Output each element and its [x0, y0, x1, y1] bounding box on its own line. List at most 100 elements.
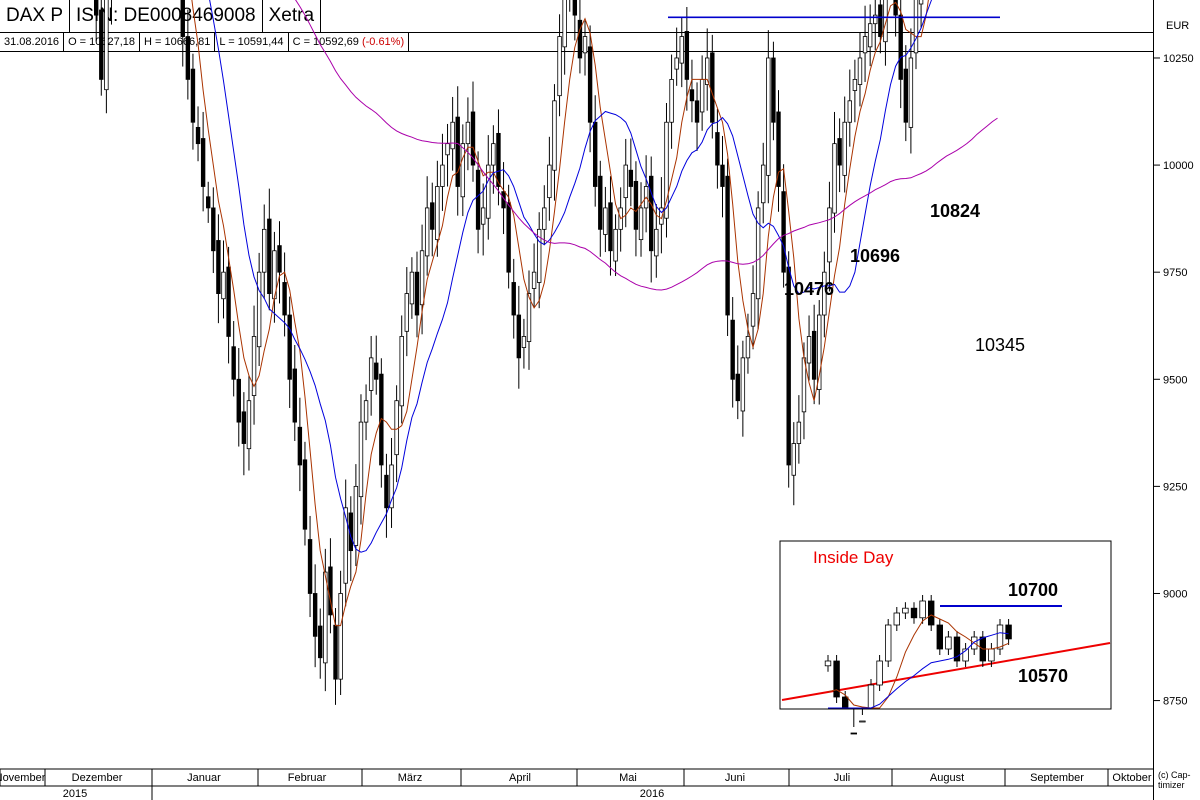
candle-up	[557, 36, 562, 97]
candle-up	[256, 271, 262, 348]
candle-down	[287, 314, 292, 380]
candle-down	[633, 180, 639, 230]
candle-up	[842, 121, 847, 176]
candle-up	[526, 293, 532, 342]
x-month-label: September	[1030, 772, 1084, 784]
candle-up	[445, 143, 450, 156]
candle-down	[216, 240, 221, 294]
candle-down	[195, 126, 201, 145]
candle-down	[277, 245, 282, 273]
candle-up	[521, 336, 527, 348]
info-close: C = 10592,69 (-0.61%)	[289, 33, 410, 51]
candle-down	[694, 100, 700, 123]
candle-down	[430, 202, 435, 230]
y-tick-label: 9000	[1163, 588, 1187, 600]
candle-up	[740, 357, 746, 412]
candle-up	[847, 100, 852, 123]
candle-down	[312, 593, 318, 637]
inset-candle-up	[902, 607, 909, 614]
candle-up	[363, 400, 369, 423]
candle-up	[705, 57, 710, 85]
candle-down	[649, 175, 654, 252]
candle-down	[231, 346, 236, 380]
candle-up	[343, 507, 348, 584]
candle-up	[404, 293, 410, 332]
candle-up	[491, 143, 496, 166]
candle-down	[516, 314, 522, 359]
inset-candle-up	[885, 624, 892, 662]
candle-down	[592, 121, 598, 187]
x-month-label: März	[398, 772, 422, 784]
candle-down	[893, 0, 898, 16]
candle-down	[684, 31, 690, 80]
candle-down	[811, 330, 817, 380]
inset-candle-up	[988, 648, 995, 662]
x-month-label: Juni	[725, 772, 745, 784]
candle-up	[669, 79, 674, 123]
candle-down	[236, 378, 241, 423]
inset-candle-down	[928, 600, 935, 626]
inset-sma-mid	[828, 632, 1009, 709]
candle-up	[251, 336, 257, 396]
candle-down	[414, 271, 420, 316]
inset-candle-down	[833, 660, 840, 698]
candle-down	[608, 202, 613, 252]
candle-up	[817, 314, 822, 390]
candle-down	[735, 373, 740, 402]
candle-down	[267, 218, 272, 294]
candle-down	[689, 89, 695, 102]
x-month-label: Oktober	[1112, 772, 1151, 784]
candle-up	[857, 57, 863, 85]
candle-up	[806, 336, 812, 364]
candle-up	[542, 207, 547, 230]
inset-candle-up	[824, 660, 832, 667]
candle-up	[440, 164, 445, 187]
candle-down	[292, 368, 297, 423]
y-tick-label: 10250	[1163, 53, 1194, 65]
x-year-label: 2016	[640, 788, 664, 800]
x-month-label: Dezember	[72, 772, 123, 784]
inset-sma-fast	[827, 614, 1009, 709]
inset-label-10700: 10700	[1008, 580, 1058, 600]
candle-down	[180, 0, 185, 37]
candle-down	[190, 68, 196, 123]
copyright-note: (c) Cap-timizer	[1158, 770, 1191, 790]
candle-up	[873, 14, 878, 25]
candle-down	[185, 36, 191, 80]
inset-candle-down	[842, 696, 849, 709]
candle-up	[623, 164, 628, 199]
candle-down	[333, 624, 338, 680]
inset-candle-up	[893, 612, 900, 626]
candle-down	[374, 362, 379, 380]
candle-up	[262, 228, 267, 273]
candle-up	[547, 164, 552, 199]
candle-up	[419, 250, 425, 306]
candle-down	[577, 19, 583, 59]
candle-up	[435, 186, 440, 241]
candle-up	[531, 271, 537, 289]
candle-down	[715, 132, 720, 166]
level-label-10345: 10345	[975, 335, 1025, 355]
candle-down	[455, 116, 460, 187]
candle-up	[368, 357, 374, 391]
candle-down	[598, 175, 603, 230]
candle-up	[822, 271, 827, 316]
currency-label: EUR	[1166, 20, 1190, 32]
candle-up	[750, 293, 756, 327]
x-month-label: Mai	[619, 772, 637, 784]
inset-candle-up	[919, 600, 926, 619]
candle-down	[307, 539, 313, 594]
inset-label-10570: 10570	[1018, 666, 1068, 686]
candle-down	[720, 164, 725, 187]
x-month-label: August	[930, 772, 964, 784]
inset-panel: Inside Day 10700 10570	[779, 540, 1112, 735]
candle-down	[93, 0, 99, 16]
info-close-value: C = 10592,69	[292, 36, 359, 48]
candle-up	[562, 0, 567, 48]
candle-up	[745, 336, 751, 359]
candle-up	[460, 143, 466, 198]
inset-candle-up	[867, 684, 875, 709]
candle-up	[908, 57, 914, 128]
inset-title: Inside Day	[813, 548, 894, 567]
